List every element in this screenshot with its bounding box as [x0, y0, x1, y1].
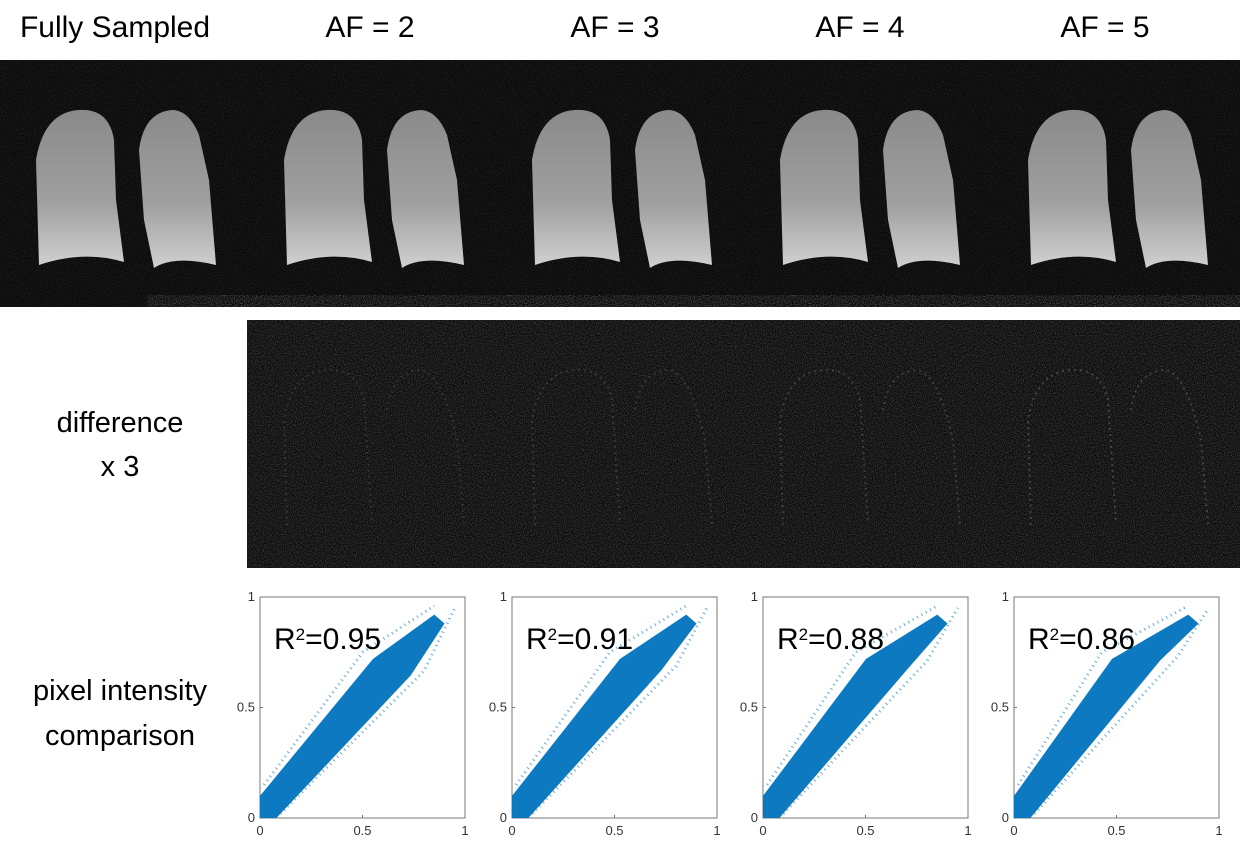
r-squared-exponent: 2: [1050, 625, 1059, 644]
lung-left: [780, 110, 868, 265]
column-header: Fully Sampled: [20, 11, 210, 44]
x-tick-label: 0: [508, 823, 515, 838]
y-tick-label: 1: [751, 589, 758, 604]
figure: difference x 3 pixel intensity compariso…: [0, 0, 1240, 844]
lung-left: [36, 110, 124, 265]
r-squared: R2=0.88: [777, 623, 884, 656]
x-tick-label: 0: [759, 823, 766, 838]
r-squared-symbol: R: [274, 623, 296, 656]
x-tick-label: 1: [1215, 823, 1222, 838]
r-squared: R2=0.86: [1028, 623, 1135, 656]
row-label: difference: [57, 407, 184, 439]
y-tick-label: 0: [1002, 810, 1009, 825]
r-squared-value: =0.91: [557, 623, 633, 656]
y-tick-label: 0: [500, 810, 507, 825]
lung-left: [1028, 110, 1116, 265]
row-label: pixel intensity: [33, 675, 208, 707]
y-tick-label: 0.5: [740, 700, 758, 715]
difference-noise: [247, 320, 1240, 568]
y-tick-label: 0.5: [489, 700, 507, 715]
y-tick-label: 1: [248, 589, 255, 604]
row-label: x 3: [101, 451, 140, 483]
r-squared-exponent: 2: [799, 625, 808, 644]
lung-left: [532, 110, 620, 265]
r-squared: R2=0.91: [526, 623, 633, 656]
x-tick-label: 1: [713, 823, 720, 838]
r-squared: R2=0.95: [274, 623, 381, 656]
x-tick-label: 0.5: [353, 823, 371, 838]
column-header: AF = 2: [325, 11, 414, 44]
y-tick-label: 0.5: [991, 700, 1009, 715]
x-tick-label: 0.5: [1107, 823, 1125, 838]
r-squared-symbol: R: [526, 623, 548, 656]
y-tick-label: 1: [500, 589, 507, 604]
r-squared-exponent: 2: [296, 625, 305, 644]
column-header: AF = 5: [1060, 11, 1149, 44]
r-squared-symbol: R: [777, 623, 799, 656]
column-header: AF = 4: [815, 11, 904, 44]
column-header: AF = 3: [570, 11, 659, 44]
y-tick-label: 0: [248, 810, 255, 825]
row-label: comparison: [45, 720, 195, 752]
lung-left: [284, 110, 372, 265]
x-tick-label: 0.5: [856, 823, 874, 838]
r-squared-value: =0.86: [1059, 623, 1135, 656]
x-tick-label: 1: [461, 823, 468, 838]
x-tick-label: 0.5: [605, 823, 623, 838]
r-squared-value: =0.88: [808, 623, 884, 656]
r-squared-exponent: 2: [548, 625, 557, 644]
r-squared-symbol: R: [1028, 623, 1050, 656]
y-tick-label: 1: [1002, 589, 1009, 604]
y-tick-label: 0.5: [237, 700, 255, 715]
x-tick-label: 1: [964, 823, 971, 838]
x-tick-label: 0: [1010, 823, 1017, 838]
x-tick-label: 0: [256, 823, 263, 838]
y-tick-label: 0: [751, 810, 758, 825]
r-squared-value: =0.95: [305, 623, 381, 656]
